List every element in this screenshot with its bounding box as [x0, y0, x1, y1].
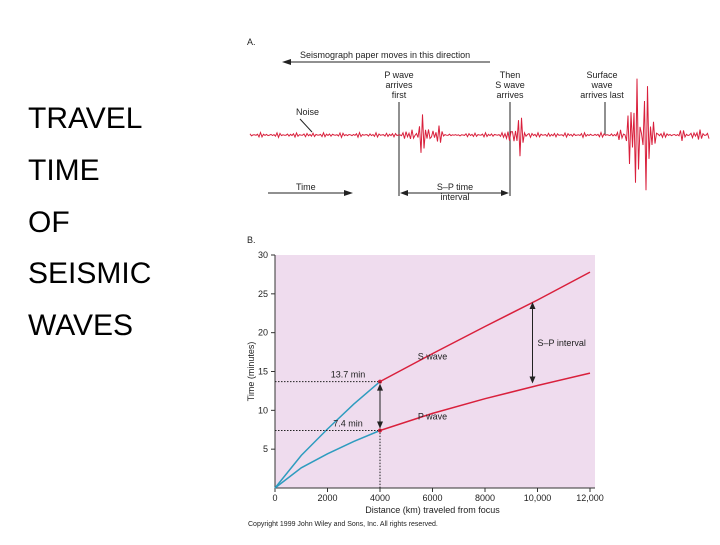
x-axis-label: Distance (km) traveled from focus	[365, 505, 500, 515]
travel-time-chart: B. 5 10 15 20 25 30 0 2000 4000 6000 8000 10,000 12,0…	[246, 235, 604, 528]
x-tick-label: 0	[272, 493, 277, 503]
curve	[379, 271, 591, 383]
title-line: SEISMIC	[28, 257, 151, 290]
panel-label: A.	[247, 37, 256, 47]
s-wave-text: arrives	[496, 90, 524, 100]
plot-background	[275, 255, 595, 488]
surface-wave-text: arrives last	[580, 90, 624, 100]
curve	[379, 372, 591, 432]
p-wave-text: first	[392, 90, 407, 100]
x-tick-label: 10,000	[524, 493, 552, 503]
title-line: TIME	[28, 154, 100, 187]
annotation-label: 13.7 min	[331, 370, 366, 380]
curve	[274, 429, 381, 489]
x-tick-label: 8000	[475, 493, 495, 503]
arrow-head	[282, 59, 291, 65]
pointer	[299, 118, 313, 133]
curve	[274, 381, 381, 489]
surface-wave-text: Surface	[586, 70, 617, 80]
credit: Copyright 1999 John Wiley and Sons, Inc.…	[248, 521, 438, 528]
annotation-label: 7.4 min	[333, 419, 363, 429]
s-wave-text: Then	[500, 70, 521, 80]
p-wave-text: arrives	[385, 80, 413, 90]
noise-text: Noise	[296, 107, 319, 117]
title-line: OF	[28, 206, 70, 239]
series-label: P wave	[418, 411, 447, 421]
p-wave-text: P wave	[384, 70, 413, 80]
y-tick-label: 30	[258, 250, 268, 260]
sp-text: S–P time	[437, 182, 473, 192]
y-tick-label: 25	[258, 289, 268, 299]
x-tick-label: 4000	[370, 493, 390, 503]
y-tick-label: 5	[263, 444, 268, 454]
x-tick-label: 2000	[317, 493, 337, 503]
figure-a: A. Seismograph paper moves in this direc…	[247, 37, 710, 202]
surface-wave-text: wave	[590, 80, 612, 90]
y-tick-label: 15	[258, 367, 268, 377]
x-tick-label: 6000	[422, 493, 442, 503]
time-text: Time	[296, 182, 316, 192]
y-tick-label: 20	[258, 328, 268, 338]
x-tick-label: 12,000	[576, 493, 604, 503]
y-tick-label: 10	[258, 405, 268, 415]
seismogram-trace	[249, 78, 710, 191]
series-label: S wave	[418, 352, 448, 362]
panel-label: B.	[247, 235, 256, 245]
s-wave-text: S wave	[495, 80, 525, 90]
title-line: TRAVEL	[28, 102, 142, 135]
arrow-head	[344, 190, 353, 196]
y-axis-label: Time (minutes)	[246, 342, 256, 402]
arrow-text: Seismograph paper moves in this directio…	[300, 50, 470, 60]
annotation-label: S–P interval	[538, 338, 586, 348]
sp-text: interval	[440, 192, 469, 202]
title-line: WAVES	[28, 309, 133, 342]
